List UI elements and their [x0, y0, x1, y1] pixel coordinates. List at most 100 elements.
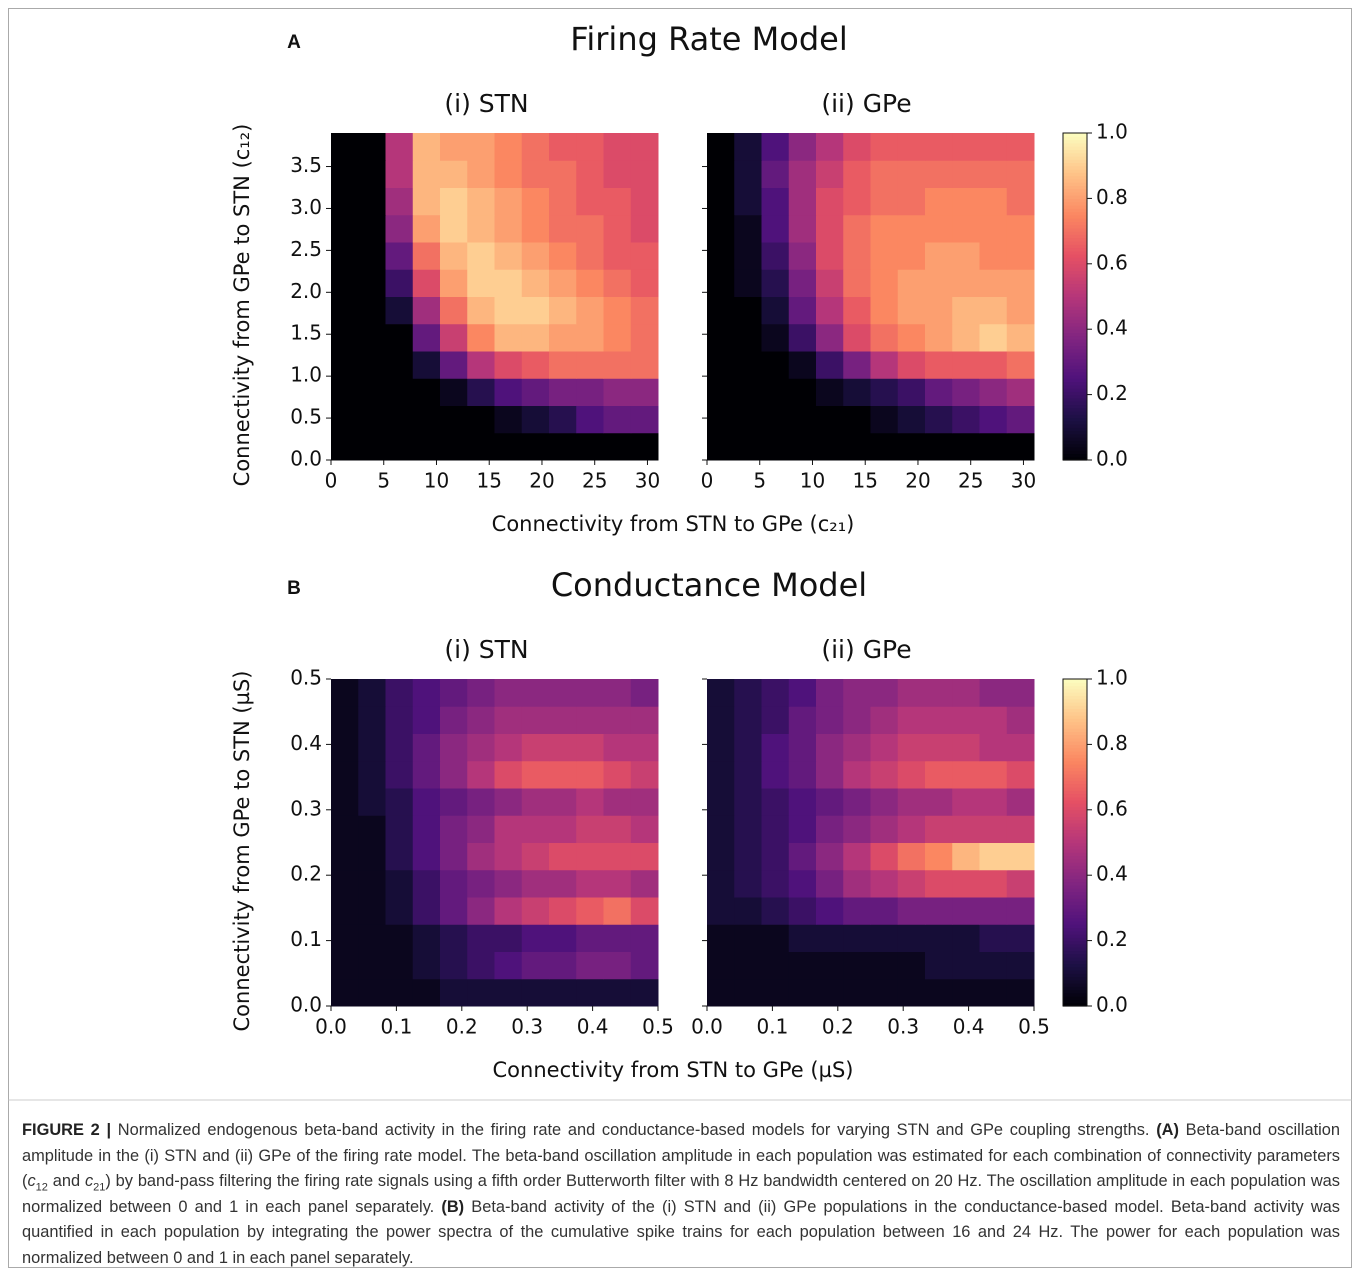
heatmap-cell	[521, 842, 550, 871]
colorbar-segment	[1063, 198, 1087, 203]
heatmap-cell	[788, 323, 817, 352]
colorbar-segment	[1063, 394, 1087, 399]
heatmap-cell	[549, 296, 577, 325]
heatmap-cell	[925, 296, 953, 325]
colorbar-segment	[1063, 914, 1087, 919]
colorbar-segment	[1063, 443, 1087, 448]
heatmap-cell	[494, 214, 523, 243]
heatmap-cell	[870, 897, 899, 925]
heatmap-cell	[603, 405, 632, 434]
heatmap-cell	[788, 842, 817, 871]
heatmap-cell	[1006, 788, 1035, 816]
colorbar-segment	[1063, 404, 1087, 409]
heatmap-cell	[603, 924, 632, 952]
heatmap-cell	[761, 924, 790, 952]
heatmap-cell	[707, 351, 735, 379]
heatmap-cell	[979, 432, 1008, 461]
heatmap-cell	[761, 269, 790, 297]
heatmap-cell	[494, 978, 523, 1007]
heatmap-cell	[549, 760, 577, 789]
colorbar-segment	[1063, 731, 1087, 736]
colorbar-segment	[1063, 858, 1087, 863]
heatmap-cell	[897, 733, 926, 762]
heatmap-cell	[843, 323, 871, 352]
heatmap-cell	[521, 978, 550, 1007]
heatmap-cell	[707, 978, 735, 1007]
heatmap-cell	[788, 951, 817, 980]
heatmap-cell	[358, 978, 386, 1007]
colorbar-segment	[1063, 430, 1087, 435]
heatmap-cell	[870, 242, 899, 270]
heatmap-cell	[331, 269, 359, 297]
heatmap-cell	[358, 788, 386, 816]
colorbar-segment	[1063, 329, 1087, 334]
heatmap-cell	[521, 133, 550, 161]
y-tick-label: 2.0	[290, 279, 322, 303]
heatmap-cell	[897, 788, 926, 816]
heatmap-cell	[440, 760, 468, 789]
heatmap-cell	[979, 924, 1008, 952]
colorbar-segment	[1063, 901, 1087, 906]
heatmap-cell	[925, 924, 953, 952]
heatmap-cell	[979, 842, 1008, 871]
heatmap-cell	[440, 788, 468, 816]
colorbar-segment	[1063, 450, 1087, 455]
heatmap-cell	[952, 214, 980, 243]
colorbar-segment	[1063, 231, 1087, 235]
heatmap-cell	[952, 760, 980, 789]
heatmap-cell	[630, 842, 659, 871]
heatmap-cell	[521, 214, 550, 243]
colorbar-segment	[1063, 708, 1087, 713]
heatmap-cell	[843, 242, 871, 270]
colorbar-segment	[1063, 283, 1087, 288]
heatmap-cell	[816, 214, 844, 243]
heatmap-cell	[734, 788, 762, 816]
heatmap-cell	[467, 405, 495, 434]
heatmap-cell	[412, 760, 441, 789]
x-tick-label: 25	[582, 469, 607, 493]
heatmap-cell	[630, 679, 659, 707]
y-tick-label: 1.0	[290, 363, 322, 387]
heatmap-cell	[870, 323, 899, 352]
heatmap-cell	[897, 815, 926, 843]
caption-text: Beta-band oscillation amplitude in the (…	[22, 1121, 1340, 1190]
colorbar-segment	[1063, 826, 1087, 831]
heatmap-cell	[549, 351, 577, 379]
heatmap-cell	[707, 679, 735, 707]
x-tick-label: 15	[476, 469, 501, 493]
heatmap-cell	[843, 351, 871, 379]
heatmap-cell	[707, 214, 735, 243]
heatmap-cell	[788, 706, 817, 734]
heatmap-cell	[467, 432, 495, 461]
heatmap-cell	[843, 405, 871, 434]
heatmap-cell	[843, 842, 871, 871]
heatmap-cell	[1006, 351, 1035, 379]
heatmap-cell	[788, 432, 817, 461]
heatmap-cell	[761, 296, 790, 325]
heatmap-cell	[331, 978, 359, 1007]
heatmap-cell	[952, 869, 980, 898]
heatmap-cell	[734, 160, 762, 188]
heatmap-cell	[331, 296, 359, 325]
heatmap-cell	[467, 706, 495, 734]
heatmap-cell	[870, 160, 899, 188]
colorbar-segment	[1063, 296, 1087, 301]
colorbar-segment	[1063, 842, 1087, 847]
x-tick-label: 0.4	[953, 1015, 985, 1039]
heatmap-cell	[467, 733, 495, 762]
heatmap-cell	[521, 378, 550, 406]
heatmap-cell	[870, 733, 899, 762]
x-tick-label: 0.2	[822, 1015, 854, 1039]
colorbar-segment	[1063, 267, 1087, 271]
heatmap-cell	[925, 842, 953, 871]
colorbar-segment	[1063, 381, 1087, 386]
heatmap-cell	[494, 679, 523, 707]
colorbar-tick-label: 0.6	[1096, 796, 1128, 820]
heatmap-cell	[1006, 323, 1035, 352]
heatmap-cell	[1006, 978, 1035, 1007]
caption-text: c	[84, 1172, 94, 1190]
heatmap-cell	[788, 214, 817, 243]
heatmap-cell	[870, 378, 899, 406]
heatmap-cell	[788, 815, 817, 843]
heatmap-cell	[549, 242, 577, 270]
